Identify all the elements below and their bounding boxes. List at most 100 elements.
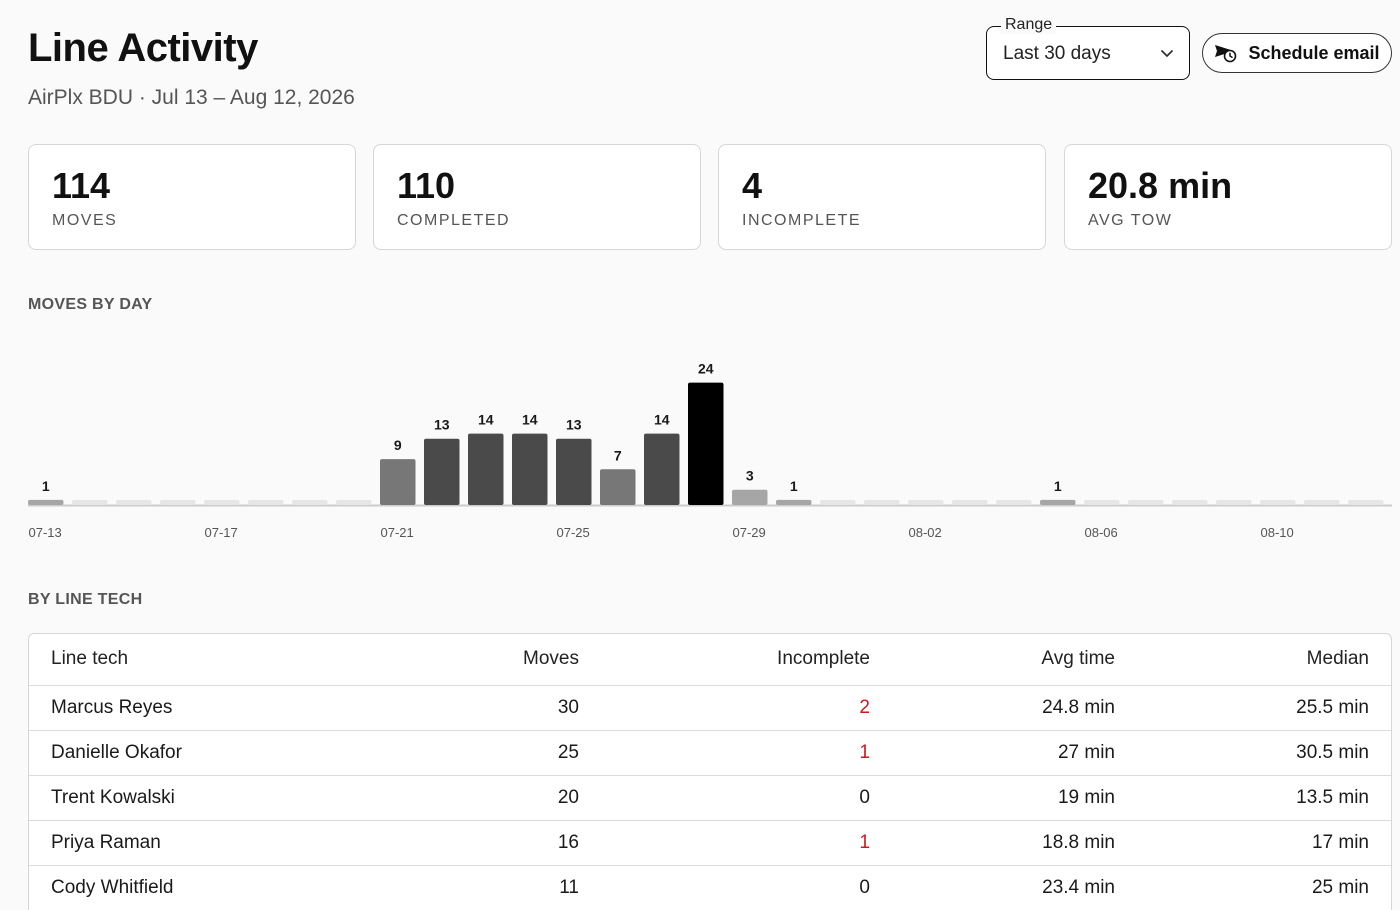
- bar-07-19[interactable]: [292, 500, 328, 505]
- schedule-send-icon: [1215, 45, 1237, 63]
- section-heading-moves-by-day: MOVES BY DAY: [28, 296, 153, 313]
- bar-08-08[interactable]: [1172, 500, 1208, 505]
- stat-label: COMPLETED: [397, 212, 511, 229]
- x-tick-label: 08-10: [1261, 525, 1294, 540]
- x-tick-label: 08-06: [1085, 525, 1118, 540]
- table-row[interactable]: Cody Whitfield 11 0 23.4 min 25 min: [29, 865, 1391, 910]
- cell-moves: 30: [329, 685, 601, 731]
- bar-07-28[interactable]: [688, 382, 724, 505]
- column-header-line-tech[interactable]: Line tech: [29, 634, 329, 686]
- bar-07-29[interactable]: [732, 489, 768, 505]
- table-row[interactable]: Marcus Reyes 30 2 24.8 min 25.5 min: [29, 685, 1391, 731]
- stat-card-moves: 114 MOVES: [28, 144, 356, 250]
- bar-08-12[interactable]: [1348, 500, 1384, 505]
- stat-label: MOVES: [52, 212, 118, 229]
- stat-card-incomplete: 4 INCOMPLETE: [718, 144, 1046, 250]
- bar-08-03[interactable]: [952, 500, 988, 505]
- bar-07-26[interactable]: [600, 469, 636, 505]
- cell-incomplete: 1: [601, 730, 892, 776]
- x-tick-label: 07-21: [381, 525, 414, 540]
- cell-incomplete: 0: [601, 865, 892, 910]
- bar-07-25[interactable]: [556, 438, 592, 505]
- x-tick-label: 07-29: [733, 525, 766, 540]
- bar-07-21[interactable]: [380, 459, 416, 505]
- cell-incomplete: 0: [601, 775, 892, 821]
- bar-07-18[interactable]: [248, 500, 284, 505]
- bar-07-14[interactable]: [72, 500, 108, 505]
- bar-08-11[interactable]: [1304, 500, 1340, 505]
- bar-07-20[interactable]: [336, 500, 372, 505]
- bar-08-10[interactable]: [1260, 500, 1296, 505]
- bar-value-label: 13: [434, 417, 450, 433]
- column-header-moves[interactable]: Moves: [329, 634, 601, 686]
- bar-07-16[interactable]: [160, 500, 196, 505]
- cell-avg-time: 18.8 min: [892, 820, 1137, 866]
- bar-value-label: 7: [614, 447, 622, 463]
- x-tick-label: 07-25: [557, 525, 590, 540]
- bar-07-13[interactable]: [28, 499, 64, 505]
- range-select[interactable]: Range Last 30 days: [986, 16, 1190, 80]
- cell-median: 25 min: [1137, 865, 1391, 910]
- x-tick-label: 07-13: [29, 525, 62, 540]
- column-header-median[interactable]: Median: [1137, 634, 1391, 686]
- stat-value: 4: [742, 165, 763, 206]
- table-row[interactable]: Danielle Okafor 25 1 27 min 30.5 min: [29, 730, 1391, 776]
- cell-name: Cody Whitfield: [29, 865, 329, 910]
- cell-incomplete: 1: [601, 820, 892, 866]
- bar-value-label: 24: [698, 361, 714, 377]
- range-value: Last 30 days: [1003, 43, 1111, 64]
- table-row[interactable]: Priya Raman 16 1 18.8 min 17 min: [29, 820, 1391, 866]
- cell-name: Marcus Reyes: [29, 685, 329, 731]
- cell-median: 13.5 min: [1137, 775, 1391, 821]
- column-header-incomplete[interactable]: Incomplete: [601, 634, 892, 686]
- bar-08-09[interactable]: [1216, 500, 1252, 505]
- cell-moves: 11: [329, 865, 601, 910]
- bar-value-label: 9: [394, 437, 402, 453]
- bar-08-01[interactable]: [864, 500, 900, 505]
- bar-08-04[interactable]: [996, 500, 1032, 505]
- page-title: Line Activity: [28, 26, 258, 70]
- stat-label: INCOMPLETE: [742, 212, 862, 229]
- chevron-down-icon: [1161, 50, 1173, 57]
- cell-moves: 16: [329, 820, 601, 866]
- bar-07-22[interactable]: [424, 438, 460, 505]
- bar-value-label: 14: [478, 412, 494, 428]
- moves-by-day-chart: 1 9 13 14 14 13 7 14 24 3 1 1 07-13 07-17 07-21 07-25 07…: [28, 361, 1392, 540]
- bar-07-17[interactable]: [204, 500, 240, 505]
- bar-08-02[interactable]: [908, 500, 944, 505]
- bar-08-06[interactable]: [1084, 500, 1120, 505]
- bar-07-24[interactable]: [512, 433, 548, 505]
- range-label: Range: [1001, 16, 1057, 34]
- bar-value-label: 1: [42, 478, 50, 494]
- bar-07-31[interactable]: [820, 500, 856, 505]
- cell-moves: 20: [329, 775, 601, 821]
- bar-07-27[interactable]: [644, 433, 680, 505]
- stat-value: 114: [52, 165, 111, 206]
- cell-name: Danielle Okafor: [29, 730, 329, 776]
- bar-value-label: 14: [654, 412, 670, 428]
- bar-value-label: 13: [566, 417, 582, 433]
- stat-value: 110: [397, 165, 456, 206]
- bar-07-15[interactable]: [116, 500, 152, 505]
- cell-median: 17 min: [1137, 820, 1391, 866]
- bar-08-07[interactable]: [1128, 500, 1164, 505]
- line-tech-table: Line tech Moves Incomplete Avg time Medi…: [28, 633, 1392, 910]
- bar-value-label: 14: [522, 412, 538, 428]
- cell-moves: 25: [329, 730, 601, 776]
- bar-value-label: 1: [1054, 478, 1062, 494]
- cell-incomplete: 2: [601, 685, 892, 731]
- page-subtitle: AirPlx BDU · Jul 13 – Aug 12, 2026: [28, 86, 355, 109]
- cell-median: 30.5 min: [1137, 730, 1391, 776]
- stat-card-completed: 110 COMPLETED: [373, 144, 701, 250]
- stat-card-avg-tow: 20.8 min AVG TOW: [1064, 144, 1392, 250]
- column-header-avg-time[interactable]: Avg time: [892, 634, 1137, 686]
- bar-07-23[interactable]: [468, 433, 504, 505]
- bar-value-label: 3: [746, 468, 754, 484]
- schedule-email-button[interactable]: Schedule email: [1202, 33, 1392, 73]
- x-tick-label: 07-17: [205, 525, 238, 540]
- section-heading-by-line-tech: BY LINE TECH: [28, 591, 143, 608]
- bar-07-30[interactable]: [776, 499, 812, 505]
- table-row[interactable]: Trent Kowalski 20 0 19 min 13.5 min: [29, 775, 1391, 821]
- cell-avg-time: 23.4 min: [892, 865, 1137, 910]
- bar-08-05[interactable]: [1040, 499, 1076, 505]
